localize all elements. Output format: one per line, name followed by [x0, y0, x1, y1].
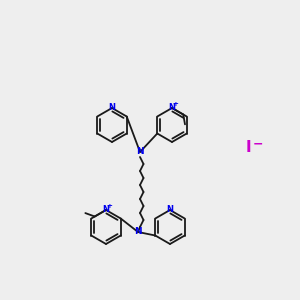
- Text: I: I: [245, 140, 251, 155]
- Text: N: N: [167, 206, 173, 214]
- Text: N: N: [134, 227, 142, 236]
- Text: +: +: [106, 203, 112, 209]
- Text: N: N: [169, 103, 176, 112]
- Text: +: +: [172, 101, 178, 107]
- Text: −: −: [253, 137, 263, 151]
- Text: N: N: [136, 148, 144, 157]
- Text: N: N: [109, 103, 116, 112]
- Text: N: N: [103, 206, 110, 214]
